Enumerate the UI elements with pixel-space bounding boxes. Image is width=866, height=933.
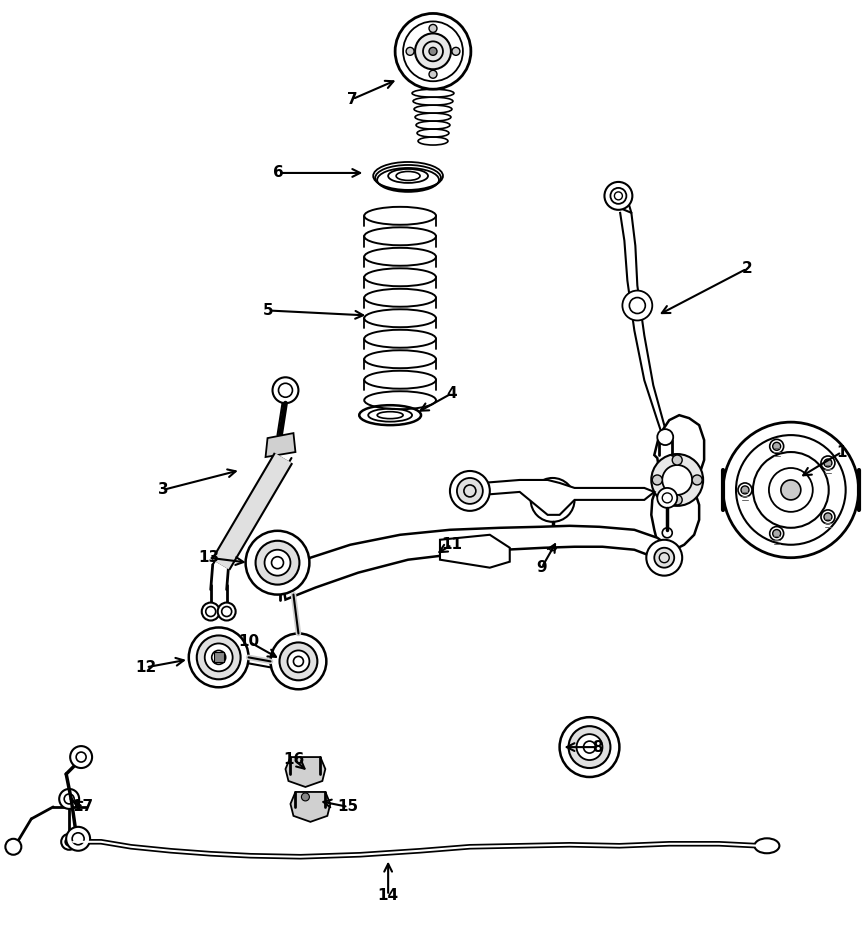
Text: 11: 11 [442, 537, 462, 552]
Circle shape [531, 478, 574, 522]
Circle shape [5, 839, 22, 855]
Text: 1: 1 [837, 444, 847, 460]
Text: 16: 16 [283, 752, 304, 767]
Circle shape [395, 13, 471, 90]
Circle shape [429, 24, 437, 33]
Circle shape [204, 644, 233, 672]
Circle shape [539, 486, 566, 514]
Circle shape [288, 650, 309, 673]
Text: 8: 8 [592, 740, 603, 755]
Circle shape [652, 475, 662, 485]
Circle shape [723, 422, 858, 558]
Circle shape [672, 494, 682, 505]
Text: 4: 4 [447, 385, 457, 401]
Circle shape [301, 793, 309, 801]
Circle shape [657, 488, 677, 508]
Circle shape [821, 456, 835, 470]
Circle shape [61, 834, 77, 850]
Text: 2: 2 [741, 261, 753, 276]
Circle shape [255, 541, 300, 585]
Circle shape [217, 603, 236, 620]
Circle shape [772, 442, 780, 451]
Polygon shape [440, 535, 510, 567]
Circle shape [197, 635, 241, 679]
Circle shape [821, 510, 835, 523]
Circle shape [273, 377, 299, 403]
Polygon shape [290, 792, 330, 822]
Circle shape [429, 70, 437, 78]
Circle shape [672, 455, 682, 465]
Circle shape [781, 480, 801, 500]
Circle shape [415, 34, 451, 69]
Circle shape [772, 530, 780, 537]
Polygon shape [266, 433, 295, 457]
Circle shape [770, 526, 784, 540]
Text: 5: 5 [263, 303, 274, 318]
Circle shape [70, 746, 92, 768]
Polygon shape [281, 526, 671, 600]
Circle shape [770, 439, 784, 453]
Circle shape [450, 471, 490, 511]
Text: 14: 14 [378, 888, 398, 903]
Circle shape [655, 548, 675, 567]
Circle shape [559, 717, 619, 777]
Text: 17: 17 [73, 800, 94, 815]
Text: 13: 13 [198, 550, 219, 565]
Circle shape [657, 429, 673, 445]
Text: 7: 7 [347, 91, 358, 106]
Circle shape [569, 726, 611, 768]
Circle shape [452, 48, 460, 55]
Text: 6: 6 [273, 165, 284, 180]
Circle shape [604, 182, 632, 210]
Circle shape [66, 827, 90, 851]
Polygon shape [286, 757, 326, 787]
Text: 15: 15 [338, 800, 359, 815]
Circle shape [406, 48, 414, 55]
Circle shape [270, 634, 326, 689]
Text: 12: 12 [135, 660, 157, 675]
Circle shape [457, 478, 483, 504]
Circle shape [824, 459, 832, 466]
Circle shape [646, 540, 682, 576]
Polygon shape [619, 208, 677, 494]
Circle shape [692, 475, 702, 485]
Circle shape [202, 603, 220, 620]
Circle shape [651, 454, 703, 506]
Circle shape [577, 734, 603, 760]
Ellipse shape [388, 169, 428, 183]
Ellipse shape [754, 839, 779, 854]
Circle shape [189, 628, 249, 688]
Circle shape [59, 789, 79, 809]
Circle shape [429, 48, 437, 55]
Circle shape [662, 465, 692, 494]
Polygon shape [468, 480, 655, 515]
Circle shape [246, 531, 309, 594]
Circle shape [741, 486, 749, 494]
Text: 9: 9 [536, 560, 547, 575]
Circle shape [738, 483, 752, 497]
Text: 10: 10 [238, 634, 259, 649]
Circle shape [549, 543, 557, 550]
Circle shape [824, 513, 832, 521]
Circle shape [623, 290, 652, 320]
Polygon shape [651, 415, 704, 550]
Circle shape [264, 550, 290, 576]
Circle shape [280, 643, 317, 680]
Circle shape [656, 469, 688, 501]
Polygon shape [214, 652, 223, 662]
Text: 3: 3 [158, 482, 168, 497]
